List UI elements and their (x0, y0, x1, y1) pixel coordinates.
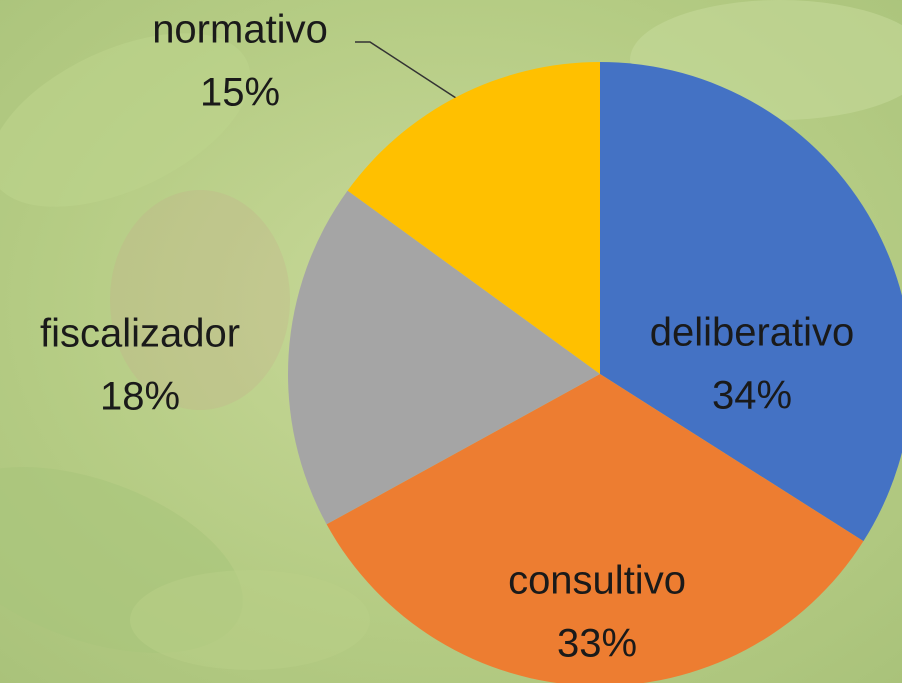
value-label: 15% (200, 71, 280, 115)
pie-slice (288, 190, 600, 525)
value-label: 33% (557, 622, 637, 666)
category-label: consultivo (508, 559, 686, 603)
labels: deliberativo 34% consultivo 33% fiscalizador… (40, 8, 854, 666)
value-label: 34% (712, 374, 792, 418)
category-label: normativo (152, 8, 328, 52)
pie-slice (600, 62, 902, 542)
value-label: 18% (100, 375, 180, 419)
pie (288, 62, 902, 683)
pie-slice (326, 374, 864, 683)
category-label: fiscalizador (40, 312, 240, 356)
pie-slice (347, 62, 600, 374)
leader-line (355, 41, 457, 99)
category-label: deliberativo (650, 311, 855, 355)
